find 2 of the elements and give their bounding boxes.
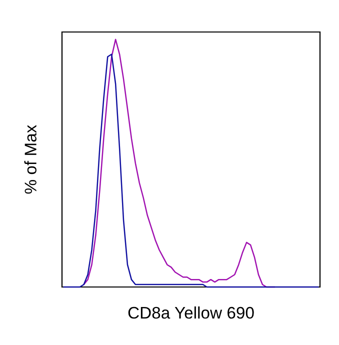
x-axis-title: CD8a Yellow 690 <box>128 306 254 319</box>
y-axis-title: % of Max <box>24 124 36 194</box>
